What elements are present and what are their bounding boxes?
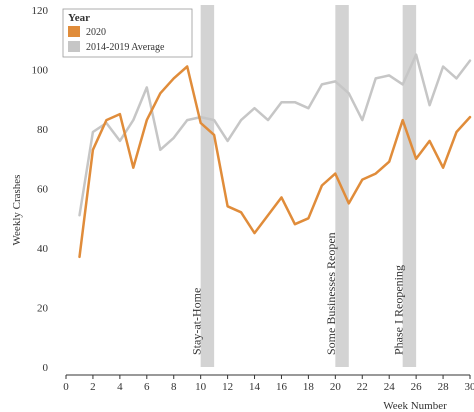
y-tick-label: 60 [37, 184, 49, 196]
y-tick-label: 40 [37, 243, 49, 255]
event-bands [200, 5, 417, 367]
y-tick-label: 120 [32, 5, 49, 17]
legend-box [62, 8, 193, 58]
x-tick-label: 20 [330, 381, 342, 393]
series-lines [78, 53, 472, 259]
y-axis-ticks: 0 20 40 60 80 100 120 [32, 5, 49, 374]
x-tick-label: 18 [303, 381, 315, 393]
legend-label-average: 2014-2019 Average [86, 42, 165, 53]
y-tick-label: 80 [37, 124, 49, 136]
series-line-average [78, 53, 472, 217]
x-tick-label: 26 [411, 381, 423, 393]
event-label-1: Some Businesses Reopen [324, 232, 338, 355]
legend-swatch-average [68, 41, 80, 52]
y-tick-label: 0 [43, 362, 49, 374]
x-axis-title: Week Number [383, 400, 447, 412]
axes: 0 2 4 6 8 10 12 14 16 18 20 22 24 26 28 30 020406080100… [32, 5, 474, 393]
legend-title: Year [68, 12, 90, 24]
legend-label-2020: 2020 [86, 27, 106, 38]
x-tick-label: 6 [144, 381, 150, 393]
x-tick-label: 28 [438, 381, 450, 393]
x-tick-label: 10 [195, 381, 207, 393]
x-tick-label: 22 [357, 381, 368, 393]
y-tick-label: 100 [32, 65, 49, 77]
x-tick-label: 16 [276, 381, 288, 393]
event-band-2 [402, 5, 417, 367]
x-tick-label: 0 [63, 381, 69, 393]
x-tick-label: 12 [222, 381, 233, 393]
event-band-0 [200, 5, 215, 367]
x-axis-ticks: 0 2 4 6 8 10 12 14 16 18 20 22 24 26 28 30 [63, 375, 474, 393]
x-tick-label: 8 [171, 381, 177, 393]
event-label-0: Stay-at-Home [189, 288, 203, 355]
x-tick-label: 2 [90, 381, 96, 393]
legend: Year 2020 2014-2019 Average [62, 8, 193, 58]
y-tick-label: 20 [37, 303, 49, 315]
x-tick-label: 30 [465, 381, 474, 393]
y-axis-title: Weekly Crashes [11, 175, 23, 246]
legend-swatch-2020 [68, 26, 80, 37]
event-labels: Stay-at-Home Some Businesses Reopen Phase … [189, 232, 405, 355]
x-tick-label: 14 [249, 381, 261, 393]
series-line-2020 [78, 65, 472, 259]
x-tick-label: 24 [384, 381, 396, 393]
event-label-2: Phase I Reopening [391, 265, 405, 355]
x-tick-label: 4 [117, 381, 123, 393]
